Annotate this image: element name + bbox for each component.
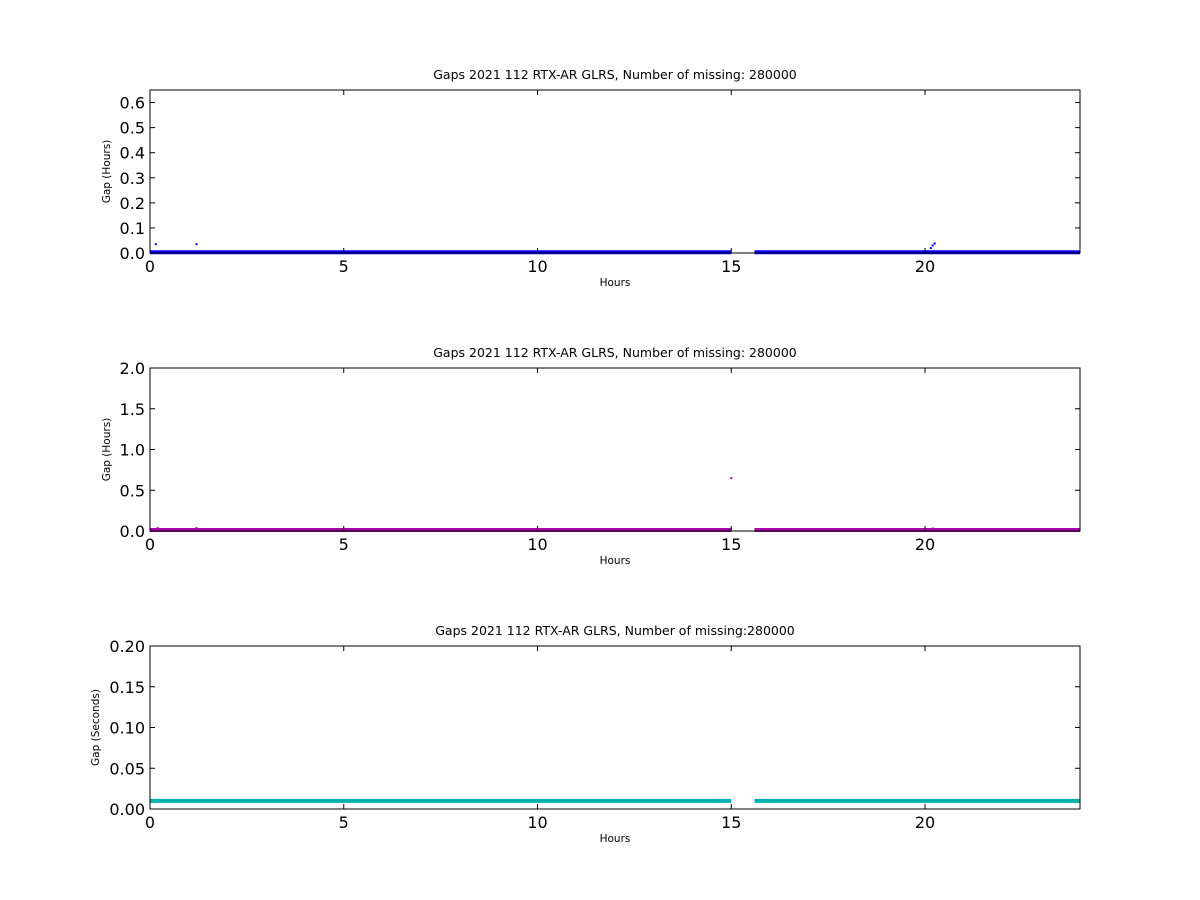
chart-panel-3: 0 5 10 15 20 0.00 0.05 0.10 0.15 0.20 Gaps 2021 11… [90, 623, 1081, 845]
y-tick-label: 1.0 [120, 441, 145, 460]
x-tick-label: 20 [915, 257, 935, 276]
y-tick-label: 0.3 [120, 169, 145, 188]
x-tick-label: 5 [339, 535, 349, 554]
panels: 0 5 10 15 20 0.0 0.1 0.2 0.3 0.4 0.5 0.6 Gaps 2021 1… [90, 67, 1081, 845]
x-axis-label: Hours [600, 555, 631, 567]
x-axis-label: Hours [600, 833, 631, 845]
x-tick-label: 15 [721, 813, 741, 832]
y-tick-label: 0.05 [109, 759, 145, 778]
data-point [933, 242, 936, 245]
x-tick-label: 10 [527, 257, 547, 276]
data-point [195, 243, 198, 246]
y-tick-label: 0.6 [120, 94, 145, 113]
x-tick-label: 5 [339, 257, 349, 276]
x-tick-label: 5 [339, 813, 349, 832]
x-tick-label: 20 [915, 813, 935, 832]
x-tick-label: 15 [721, 535, 741, 554]
y-tick-label: 0.5 [120, 119, 145, 138]
y-tick-label: 0.15 [109, 678, 145, 697]
y-tick-label: 0.5 [120, 481, 145, 500]
x-tick-label: 0 [145, 257, 155, 276]
y-tick-label: 2.0 [120, 359, 145, 378]
y-tick-label: 0.2 [120, 194, 145, 213]
x-axis-label: Hours [600, 277, 631, 289]
y-tick-label: 0.0 [120, 522, 145, 541]
chart-panel-1: 0 5 10 15 20 0.0 0.1 0.2 0.3 0.4 0.5 0.6 Gaps 2021 1… [101, 67, 1081, 289]
y-tick-label: 1.5 [120, 400, 145, 419]
y-tick-label: 0.1 [120, 219, 145, 238]
data-point [730, 477, 733, 480]
y-tick-label: 0.20 [109, 637, 145, 656]
x-tick-label: 0 [145, 535, 155, 554]
data-point [154, 243, 157, 246]
x-tick-label: 0 [145, 813, 155, 832]
y-tick-label: 0.0 [120, 244, 145, 263]
data-point [195, 527, 198, 530]
chart-title: Gaps 2021 112 RTX-AR GLRS, Number of mis… [435, 623, 795, 638]
data-point [931, 244, 934, 247]
x-tick-label: 15 [721, 257, 741, 276]
chart-title: Gaps 2021 112 RTX-AR GLRS, Number of mis… [433, 67, 797, 82]
chart-panel-2: 0 5 10 15 20 0.0 0.5 1.0 1.5 2.0 Gaps 2021 112 RTX… [101, 345, 1081, 567]
data-point [931, 527, 934, 530]
y-tick-label: 0.4 [120, 144, 145, 163]
y-tick-label: 0.10 [109, 719, 145, 738]
y-axis-label: Gap (Hours) [101, 140, 113, 204]
y-axis-label: Gap (Seconds) [90, 689, 102, 766]
x-tick-label: 10 [527, 535, 547, 554]
chart-title: Gaps 2021 112 RTX-AR GLRS, Number of mis… [433, 345, 797, 360]
plot-frame [149, 89, 1081, 254]
x-tick-label: 20 [915, 535, 935, 554]
y-axis-label: Gap (Hours) [101, 418, 113, 482]
x-tick-label: 10 [527, 813, 547, 832]
data-point [156, 527, 159, 530]
data-point [929, 246, 932, 249]
y-tick-label: 0.00 [109, 800, 145, 819]
